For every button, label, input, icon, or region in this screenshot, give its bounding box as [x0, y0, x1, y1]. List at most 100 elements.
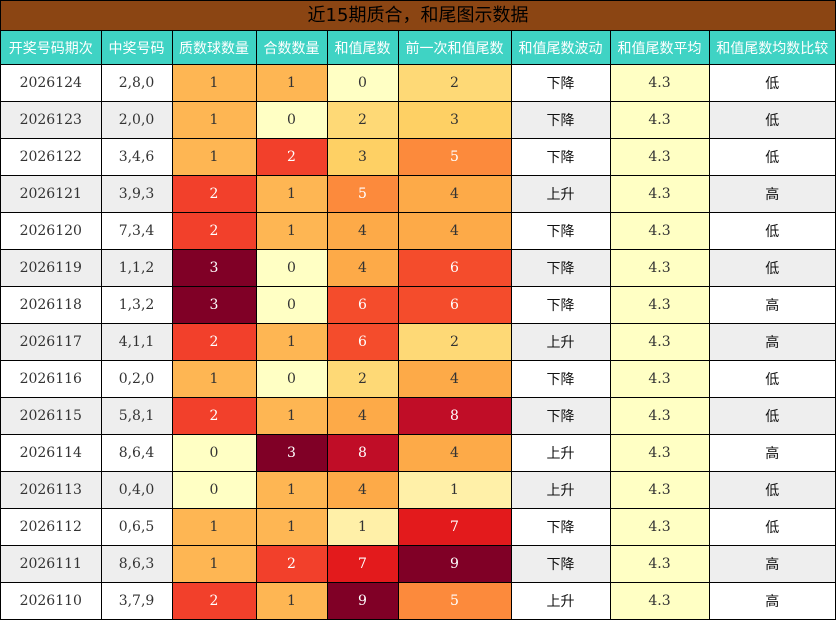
cell-composite-count: 0 [255, 360, 328, 398]
table-row: 2026115 5,8,1 2 1 4 8 下降 4.3 低 [1, 397, 835, 435]
cell-tail-average: 4.3 [609, 323, 710, 361]
cell-composite-count: 1 [255, 471, 328, 509]
cell-composite-count: 1 [255, 212, 328, 250]
cell-tail-compare: 高 [708, 545, 835, 583]
cell-numbers: 0,4,0 [100, 471, 173, 509]
cell-numbers: 3,9,3 [100, 175, 173, 213]
cell-sum-tail: 4 [326, 212, 399, 250]
cell-tail-trend: 下降 [510, 212, 611, 250]
cell-tail-average: 4.3 [609, 508, 710, 546]
header-sum-tail: 和值尾数 [326, 31, 399, 65]
cell-tail-trend: 上升 [510, 175, 611, 213]
cell-sum-tail: 2 [326, 101, 399, 139]
cell-prime-count: 0 [171, 471, 257, 509]
cell-sum-tail: 7 [326, 545, 399, 583]
cell-tail-average: 4.3 [609, 286, 710, 324]
header-composite-count: 合数数量 [255, 31, 328, 65]
cell-composite-count: 3 [255, 434, 328, 472]
cell-prev-sum-tail: 2 [397, 64, 512, 102]
cell-period: 2026121 [1, 175, 102, 213]
cell-prev-sum-tail: 2 [397, 323, 512, 361]
table-title: 近15期质合，和尾图示数据 [1, 1, 835, 31]
cell-tail-compare: 低 [708, 508, 835, 546]
cell-composite-count: 0 [255, 249, 328, 287]
cell-tail-average: 4.3 [609, 471, 710, 509]
cell-tail-compare: 低 [708, 397, 835, 435]
cell-period: 2026116 [1, 360, 102, 398]
cell-tail-trend: 下降 [510, 64, 611, 102]
cell-sum-tail: 4 [326, 471, 399, 509]
table-row: 2026116 0,2,0 1 0 2 4 下降 4.3 低 [1, 360, 835, 398]
cell-period: 2026117 [1, 323, 102, 361]
cell-period: 2026111 [1, 545, 102, 583]
header-tail-average: 和值尾数平均 [609, 31, 710, 65]
cell-numbers: 8,6,3 [100, 545, 173, 583]
cell-prev-sum-tail: 9 [397, 545, 512, 583]
cell-tail-compare: 低 [708, 471, 835, 509]
cell-composite-count: 2 [255, 545, 328, 583]
cell-tail-trend: 上升 [510, 434, 611, 472]
cell-numbers: 3,7,9 [100, 582, 173, 619]
cell-prev-sum-tail: 6 [397, 249, 512, 287]
cell-tail-average: 4.3 [609, 64, 710, 102]
cell-tail-trend: 上升 [510, 323, 611, 361]
cell-sum-tail: 3 [326, 138, 399, 176]
cell-prime-count: 2 [171, 582, 257, 619]
cell-prime-count: 2 [171, 175, 257, 213]
cell-period: 2026112 [1, 508, 102, 546]
cell-tail-compare: 低 [708, 64, 835, 102]
cell-numbers: 3,4,6 [100, 138, 173, 176]
cell-tail-compare: 高 [708, 434, 835, 472]
cell-tail-compare: 低 [708, 212, 835, 250]
cell-numbers: 4,1,1 [100, 323, 173, 361]
cell-tail-trend: 下降 [510, 138, 611, 176]
cell-sum-tail: 4 [326, 249, 399, 287]
header-tail-compare: 和值尾数均数比较 [708, 31, 835, 65]
cell-tail-compare: 低 [708, 138, 835, 176]
cell-tail-trend: 下降 [510, 360, 611, 398]
cell-prime-count: 2 [171, 323, 257, 361]
cell-sum-tail: 0 [326, 64, 399, 102]
cell-prev-sum-tail: 4 [397, 212, 512, 250]
cell-prev-sum-tail: 5 [397, 138, 512, 176]
cell-period: 2026122 [1, 138, 102, 176]
cell-tail-trend: 下降 [510, 101, 611, 139]
cell-composite-count: 1 [255, 64, 328, 102]
header-prime-count: 质数球数量 [171, 31, 257, 65]
cell-prime-count: 3 [171, 249, 257, 287]
cell-tail-average: 4.3 [609, 101, 710, 139]
cell-tail-trend: 下降 [510, 249, 611, 287]
cell-tail-average: 4.3 [609, 434, 710, 472]
table-row: 2026117 4,1,1 2 1 6 2 上升 4.3 高 [1, 323, 835, 361]
cell-prime-count: 0 [171, 434, 257, 472]
table-row: 2026112 0,6,5 1 1 1 7 下降 4.3 低 [1, 508, 835, 546]
cell-composite-count: 2 [255, 138, 328, 176]
cell-numbers: 2,0,0 [100, 101, 173, 139]
cell-numbers: 1,3,2 [100, 286, 173, 324]
table-row: 2026113 0,4,0 0 1 4 1 上升 4.3 低 [1, 471, 835, 509]
cell-tail-compare: 高 [708, 582, 835, 619]
cell-sum-tail: 2 [326, 360, 399, 398]
cell-tail-compare: 低 [708, 360, 835, 398]
cell-tail-trend: 下降 [510, 508, 611, 546]
cell-composite-count: 1 [255, 397, 328, 435]
cell-tail-average: 4.3 [609, 360, 710, 398]
cell-sum-tail: 6 [326, 286, 399, 324]
table-row: 2026114 8,6,4 0 3 8 4 上升 4.3 高 [1, 434, 835, 472]
lottery-data-table: 开奖号码期次 中奖号码 质数球数量 合数数量 和值尾数 前一次和值尾数 和值尾数… [1, 31, 835, 619]
cell-tail-trend: 下降 [510, 397, 611, 435]
cell-sum-tail: 4 [326, 397, 399, 435]
cell-tail-average: 4.3 [609, 175, 710, 213]
cell-period: 2026123 [1, 101, 102, 139]
header-row: 开奖号码期次 中奖号码 质数球数量 合数数量 和值尾数 前一次和值尾数 和值尾数… [1, 31, 835, 65]
cell-numbers: 7,3,4 [100, 212, 173, 250]
table-row: 2026124 2,8,0 1 1 0 2 下降 4.3 低 [1, 64, 835, 102]
table-row: 2026111 8,6,3 1 2 7 9 下降 4.3 高 [1, 545, 835, 583]
cell-prime-count: 2 [171, 212, 257, 250]
cell-period: 2026119 [1, 249, 102, 287]
cell-tail-average: 4.3 [609, 582, 710, 619]
cell-composite-count: 1 [255, 582, 328, 619]
header-period: 开奖号码期次 [1, 31, 102, 65]
cell-tail-trend: 下降 [510, 545, 611, 583]
